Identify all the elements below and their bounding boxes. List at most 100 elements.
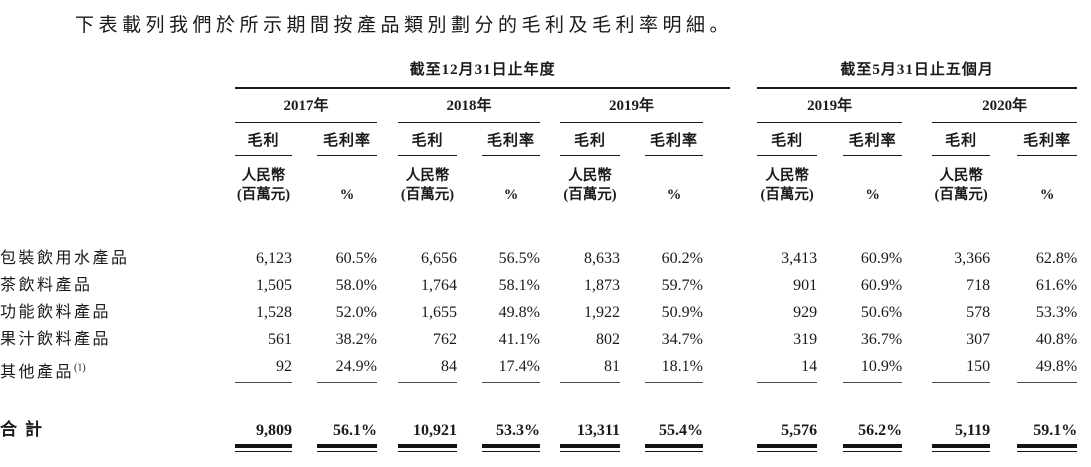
column-gap [990, 440, 1017, 452]
column-gap [457, 122, 482, 155]
gross-margin-cell: 55.4% [659, 422, 703, 439]
gross-profit-cell: 578 [966, 304, 991, 321]
column-gap [377, 88, 398, 122]
gross-margin-cell: 60.5% [335, 250, 377, 267]
unit-header-row: 人民幣 (百萬元) % 人民幣 (百萬元) % 人民幣 (百萬元) % 人民幣 (百萬元… [0, 155, 1091, 207]
gross-profit-header: 毛利 [757, 122, 818, 156]
gross-margin-cell: 49.8% [498, 304, 540, 321]
empty-cell [0, 155, 235, 207]
column-gap [817, 268, 843, 295]
column-gap [457, 268, 482, 295]
gross-profit-cell: 718 [966, 277, 991, 294]
double-rule-cell [560, 440, 620, 452]
product-row: 包裝飲用水產品 6,123 60.5% 6,656 56.5% 8,633 60.2% 3,4… [0, 241, 1091, 268]
double-rule [645, 443, 703, 452]
column-gap [540, 241, 560, 268]
gross-margin-cell: 52.0% [335, 304, 377, 321]
gross-margin-cell: 18.1% [645, 349, 703, 383]
empty-cell [1077, 295, 1091, 322]
group-gap [703, 88, 757, 122]
column-gap [377, 122, 398, 155]
gross-profit-header: 毛利 [560, 122, 620, 156]
column-gap [540, 122, 560, 155]
empty-cell [0, 54, 235, 88]
empty-cell [1077, 349, 1091, 382]
empty-cell [0, 88, 235, 122]
unit-header-percent: % [339, 186, 355, 203]
column-gap [457, 295, 482, 322]
year-header-2020-5m: 2020年 [932, 88, 1078, 123]
gross-profit-cell: 3,413 [781, 250, 818, 267]
column-gap [292, 268, 317, 295]
column-gap [620, 155, 645, 207]
gross-profit-header: 毛利 [932, 122, 991, 156]
column-gap [990, 322, 1017, 349]
gross-profit-cell: 84 [398, 349, 457, 383]
column-gap [457, 155, 482, 207]
column-gap [457, 322, 482, 349]
column-gap [902, 88, 932, 122]
column-gap [817, 322, 843, 349]
column-gap [990, 414, 1017, 440]
column-gap [377, 414, 398, 440]
double-rule-cell [482, 440, 540, 452]
double-rule-cell [398, 440, 457, 452]
unit-header-percent: % [503, 186, 519, 203]
column-gap [902, 268, 932, 295]
gross-margin-cell: 59.1% [1033, 422, 1078, 439]
gross-profit-cell: 6,656 [421, 250, 457, 267]
gross-profit-cell: 1,505 [256, 277, 292, 294]
column-gap [817, 155, 843, 207]
column-gap [902, 122, 932, 155]
unit-rmb-line2: (百萬元) [760, 186, 814, 203]
gross-margin-cell: 62.8% [1035, 250, 1078, 267]
column-gap [990, 268, 1017, 295]
column-gap [902, 155, 932, 207]
column-gap [457, 349, 482, 382]
empty-cell [1077, 88, 1091, 122]
unit-rmb-line1: 人民幣 [765, 167, 809, 184]
footnote-marker: (1) [74, 362, 86, 374]
gross-profit-cell: 1,655 [421, 304, 457, 321]
column-gap [817, 122, 843, 155]
gross-margin-cell: 41.1% [498, 331, 540, 348]
column-gap [377, 295, 398, 322]
unit-rmb-line1: 人民幣 [568, 167, 612, 184]
column-gap [703, 268, 730, 295]
gross-margin-cell: 60.9% [860, 277, 903, 294]
unit-rmb-line2: (百萬元) [563, 186, 617, 203]
gross-profit-cell: 1,922 [584, 304, 620, 321]
table-head: 截至12月31日止年度 截至5月31日止五個月 2017年 2018年 2019… [0, 54, 1091, 241]
product-row: 其他產品(1) 92 24.9% 84 17.4% 81 18.1% 14 10.9% 150 49… [0, 349, 1091, 383]
spacer-row [0, 207, 1091, 241]
gross-margin-header: 毛利率 [482, 122, 540, 156]
unit-header-percent: % [865, 186, 880, 203]
column-gap [990, 241, 1017, 268]
spacer [0, 207, 1091, 241]
column-gap [730, 268, 757, 295]
column-gap [292, 349, 317, 382]
column-gap [457, 414, 482, 440]
column-gap [620, 295, 645, 322]
double-rule-cell [932, 440, 991, 452]
column-gap [377, 349, 398, 382]
double-rule [843, 443, 903, 452]
period-group-row: 截至12月31日止年度 截至5月31日止五個月 [0, 54, 1091, 89]
unit-rmb-line1: 人民幣 [405, 167, 450, 184]
gross-margin-cell: 34.7% [661, 331, 703, 348]
double-rule-cell [757, 440, 818, 452]
double-rule-cell [1017, 440, 1078, 452]
column-gap [990, 155, 1017, 207]
column-gap [730, 440, 757, 452]
column-gap [620, 241, 645, 268]
unit-rmb-line2: (百萬元) [236, 186, 291, 203]
period-group-header-fy: 截至12月31日止年度 [235, 54, 731, 89]
column-gap [292, 440, 317, 452]
year-header-2019: 2019年 [560, 88, 703, 123]
row-label: 其他產品(1) [0, 362, 86, 381]
column-gap [620, 322, 645, 349]
double-rule [757, 443, 818, 452]
gross-margin-cell: 50.6% [860, 304, 903, 321]
product-row: 功能飲料產品 1,528 52.0% 1,655 49.8% 1,922 50.9% 929 5… [0, 295, 1091, 322]
column-gap [990, 295, 1017, 322]
